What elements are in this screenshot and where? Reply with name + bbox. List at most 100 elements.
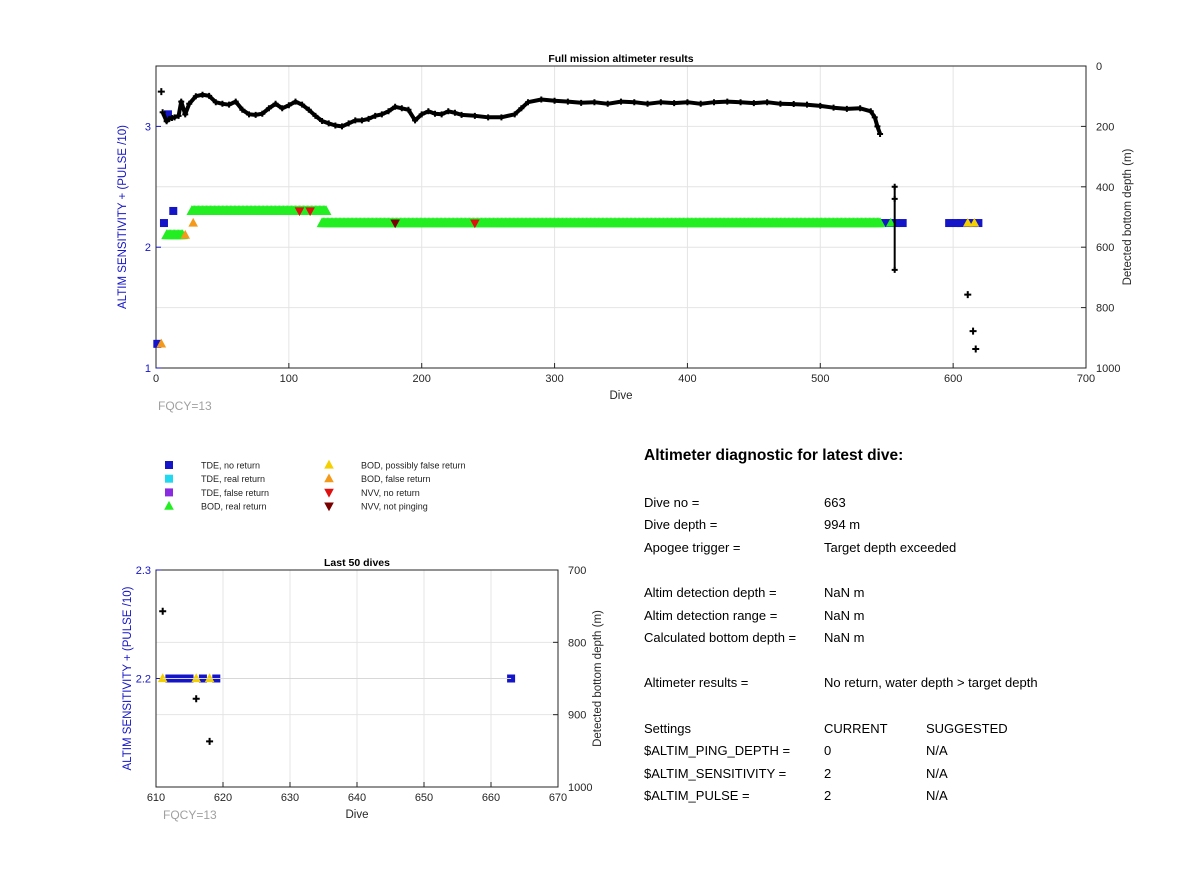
- diag-value-dive-no: 663: [824, 495, 846, 510]
- x-tick-label: 300: [545, 373, 563, 385]
- y-tick-label-right: 800: [568, 637, 586, 649]
- depth-point: [299, 101, 306, 108]
- depth-point: [871, 114, 878, 121]
- legend-label: BOD, possibly false return: [361, 461, 466, 471]
- depth-point: [182, 111, 189, 118]
- depth-point: [226, 101, 233, 108]
- depth-point: [891, 266, 898, 273]
- depth-point: [159, 109, 166, 116]
- y-tick-label-left: 2: [145, 242, 151, 254]
- depth-point: [339, 123, 345, 130]
- chart-full-mission: 0 100 200 300 400 500 600 700 1 2 3 0 200 400 600 800 10…: [117, 53, 1134, 413]
- depth-point: [186, 100, 193, 107]
- depth-point: [405, 106, 412, 113]
- legend-label: TDE, real return: [201, 474, 265, 484]
- data-marker: [180, 229, 191, 239]
- settings-header-label: Settings: [644, 721, 691, 736]
- y-tick-label-right: 1000: [1096, 363, 1120, 375]
- y-tick-label-right: 800: [1096, 303, 1114, 315]
- legend-marker: [324, 502, 334, 512]
- series-bod-possibly-false-return: [157, 673, 215, 683]
- depth-point: [518, 105, 525, 112]
- depth-point: [192, 93, 199, 100]
- y-tick-label-left: 2.2: [136, 674, 151, 686]
- data-marker: [974, 219, 983, 228]
- depth-point: [867, 108, 874, 115]
- depth-point: [159, 607, 167, 615]
- depth-point: [372, 112, 379, 119]
- depth-point: [265, 105, 272, 112]
- depth-point: [697, 100, 704, 107]
- data-marker: [874, 217, 886, 228]
- data-marker: [951, 219, 960, 228]
- legend: TDE, no return TDE, real return TDE, false…: [164, 459, 466, 512]
- data-marker: [320, 205, 332, 216]
- x-tick-label: 650: [415, 792, 433, 804]
- depth-point: [843, 105, 850, 112]
- x-tick-label: 630: [281, 792, 299, 804]
- depth-point: [279, 105, 286, 112]
- depth-point: [252, 111, 259, 118]
- depth-point: [891, 195, 898, 202]
- legend-label: NVV, no return: [361, 488, 420, 498]
- diag-value-altim-detection-depth: NaN m: [824, 585, 865, 600]
- x-tick-label: 400: [678, 373, 696, 385]
- data-marker: [157, 673, 168, 683]
- depth-point: [358, 117, 365, 124]
- x-tick-label: 500: [811, 373, 829, 385]
- depth-point: [206, 737, 214, 745]
- legend-label: BOD, real return: [201, 502, 267, 512]
- depth-point: [438, 111, 445, 118]
- depth-point: [332, 122, 339, 129]
- depth-point: [312, 112, 319, 119]
- data-marker: [305, 207, 315, 217]
- depth-point: [578, 99, 585, 106]
- legend-marker: [165, 461, 173, 469]
- depth-point: [564, 98, 571, 105]
- depth-point: [319, 117, 326, 124]
- depth-point: [305, 106, 312, 113]
- depth-point: [711, 99, 717, 106]
- chart-last-50: 610 620 630 640 650 660 670 2.2 2.3 700 800 900 1000…: [122, 557, 604, 822]
- depth-point: [525, 99, 531, 106]
- depth-point: [458, 111, 465, 118]
- depth-point: [192, 695, 200, 703]
- setting-suggested-ping-depth: N/A: [926, 743, 948, 758]
- depth-point: [830, 104, 837, 111]
- legend-label: NVV, not pinging: [361, 502, 428, 512]
- legend-label: TDE, false return: [201, 488, 269, 498]
- series-bod-possibly-false-return: [962, 217, 980, 227]
- depth-point: [292, 98, 299, 105]
- diag-label-dive-depth: Dive depth =: [644, 517, 718, 532]
- depth-point: [432, 110, 438, 117]
- x-tick-label: 100: [280, 373, 298, 385]
- setting-label-sensitivity: $ALTIM_SENSITIVITY =: [644, 766, 787, 781]
- diag-value-altim-detection-range: NaN m: [824, 608, 865, 623]
- depth-point: [471, 112, 478, 119]
- series-nvv-not-pinging: [390, 219, 400, 229]
- y-tick-label-left: 2.3: [136, 565, 151, 577]
- y-tick-label-right: 600: [1096, 242, 1114, 254]
- depth-point: [657, 99, 664, 106]
- diag-value-calculated-bottom-depth: NaN m: [824, 630, 865, 645]
- depth-point: [385, 108, 392, 115]
- legend-marker: [324, 459, 334, 469]
- diag-value-apogee-trigger: Target depth exceeded: [824, 540, 957, 555]
- diag-label-apogee-trigger: Apogee trigger =: [644, 540, 741, 555]
- depth-point: [285, 102, 292, 109]
- depth-point: [418, 111, 425, 118]
- y-tick-label-left: 3: [145, 121, 151, 133]
- setting-current-pulse: 2: [824, 788, 832, 803]
- depth-point: [199, 91, 206, 98]
- diag-label-altim-detection-depth: Altim detection depth =: [644, 585, 777, 600]
- series-bod-false-return: [156, 217, 198, 348]
- y-axis-label-left: ALTIM SENSITIVITY + (PULSE /10): [117, 125, 129, 309]
- y-tick-label-right: 900: [568, 710, 586, 722]
- depth-point: [551, 97, 558, 104]
- x-axis-label: Dive: [345, 809, 368, 821]
- data-marker: [188, 217, 198, 227]
- y-tick-label-right: 0: [1096, 61, 1102, 73]
- y-tick-label-right: 400: [1096, 182, 1114, 194]
- diag-label-dive-no: Dive no =: [644, 495, 700, 510]
